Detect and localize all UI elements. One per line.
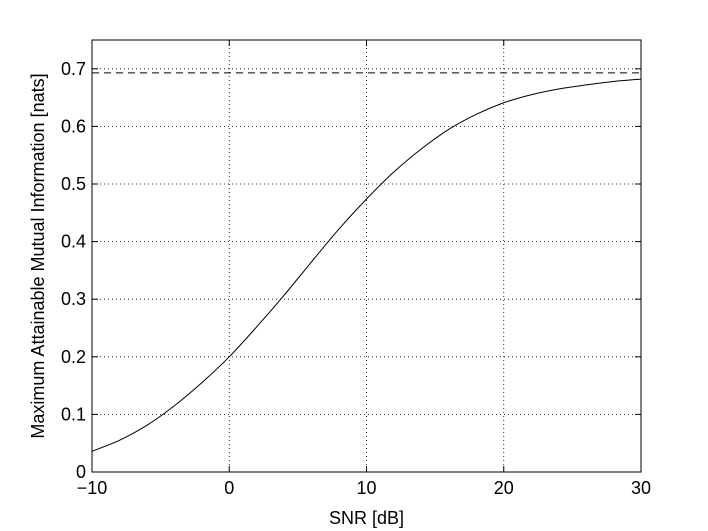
y-tick-label: 0 [76,462,86,482]
y-tick-label: 0.1 [61,404,86,424]
y-tick-label: 0.6 [61,116,86,136]
x-tick-label: 0 [224,478,234,498]
y-tick-label: 0.4 [61,232,86,252]
y-tick-label: 0.2 [61,347,86,367]
series-layer [91,72,642,452]
x-axis-label: SNR [dB] [329,508,404,528]
grid [92,40,641,472]
x-tick-label: 20 [494,478,514,498]
y-tick-label: 0.5 [61,174,86,194]
x-tick-label: 30 [631,478,651,498]
ticks [91,40,642,473]
y-tick-label: 0.7 [61,59,86,79]
y-tick-label: 0.3 [61,289,86,309]
x-tick-label: −10 [77,478,108,498]
mutual-information-curve [91,78,642,452]
x-tick-label: 10 [356,478,376,498]
y-axis-label: Maximum Attainable Mutual Information [n… [28,73,48,438]
